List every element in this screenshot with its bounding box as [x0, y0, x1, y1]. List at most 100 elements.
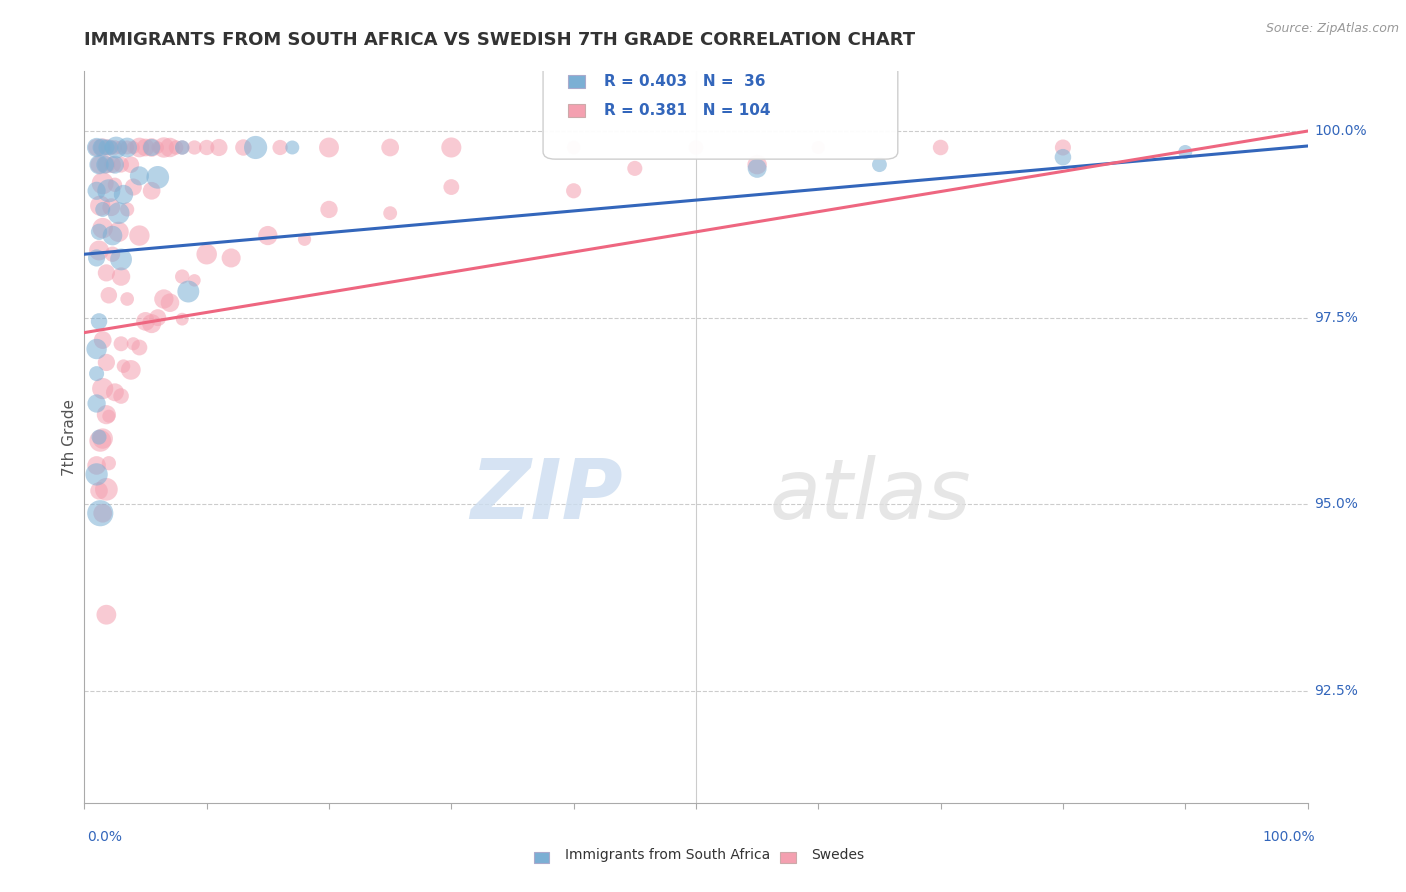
Point	[96, 355, 118, 369]
Point	[87, 158, 110, 172]
Point	[91, 202, 114, 217]
Point	[562, 140, 585, 154]
Text: R = 0.403   N =  36: R = 0.403 N = 36	[605, 74, 766, 89]
Point	[110, 158, 132, 172]
Point	[747, 158, 769, 172]
Point	[141, 184, 163, 198]
Text: 100.0%: 100.0%	[1263, 830, 1315, 844]
Point	[112, 187, 135, 202]
Point	[172, 140, 194, 154]
Point	[869, 158, 891, 172]
Point	[107, 206, 129, 220]
Point	[86, 396, 108, 410]
Point	[195, 247, 218, 261]
Text: Swedes: Swedes	[811, 847, 865, 862]
Point	[87, 430, 110, 444]
Point	[86, 467, 108, 482]
Point	[90, 140, 112, 154]
Point	[807, 140, 830, 154]
FancyBboxPatch shape	[543, 61, 898, 159]
Point	[110, 252, 132, 267]
Point	[135, 314, 157, 328]
Point	[183, 273, 205, 287]
Point	[91, 177, 114, 191]
Point	[97, 288, 120, 302]
Point	[159, 295, 181, 310]
Point	[128, 169, 150, 183]
Point	[104, 178, 127, 192]
Point	[86, 367, 108, 381]
Point	[128, 228, 150, 243]
Point	[440, 140, 463, 154]
Point	[91, 221, 114, 235]
Point	[101, 228, 124, 243]
Point	[96, 158, 118, 172]
Point	[96, 408, 118, 422]
Text: Source: ZipAtlas.com: Source: ZipAtlas.com	[1265, 22, 1399, 36]
Point	[153, 292, 176, 306]
Y-axis label: 7th Grade: 7th Grade	[62, 399, 77, 475]
Point	[624, 161, 647, 176]
Text: 95.0%: 95.0%	[1315, 497, 1358, 511]
Point	[89, 434, 111, 448]
Point	[97, 140, 120, 154]
Point	[122, 180, 145, 194]
Point	[110, 140, 132, 154]
Point	[100, 200, 122, 214]
Point	[86, 458, 108, 473]
Point	[104, 140, 127, 154]
Text: Immigrants from South Africa: Immigrants from South Africa	[565, 847, 770, 862]
Point	[110, 336, 132, 351]
Point	[380, 140, 402, 154]
Point	[97, 409, 120, 424]
Point	[91, 333, 114, 347]
Text: atlas: atlas	[769, 455, 972, 536]
Point	[172, 269, 194, 284]
Point	[101, 247, 124, 261]
Point	[105, 140, 128, 154]
Point	[146, 170, 169, 185]
Point	[112, 359, 135, 374]
Point	[87, 225, 110, 239]
Point	[318, 202, 340, 217]
Point	[685, 140, 707, 154]
Point	[380, 206, 402, 220]
Point	[87, 314, 110, 328]
Point	[122, 140, 145, 154]
Point	[146, 310, 169, 325]
Point	[281, 140, 304, 154]
Point	[219, 251, 242, 265]
Point	[318, 140, 340, 154]
Point	[153, 140, 176, 154]
Point	[294, 232, 316, 246]
Point	[159, 140, 181, 154]
Point	[562, 184, 585, 198]
Point	[128, 140, 150, 154]
FancyBboxPatch shape	[568, 104, 585, 118]
Point	[97, 184, 120, 198]
Point	[104, 385, 127, 400]
Point	[128, 341, 150, 355]
Point	[257, 228, 280, 243]
Text: 97.5%: 97.5%	[1315, 310, 1358, 325]
FancyBboxPatch shape	[568, 75, 585, 88]
Point	[110, 389, 132, 403]
Point	[232, 140, 254, 154]
Point	[107, 225, 129, 239]
Point	[141, 140, 163, 154]
Point	[747, 161, 769, 176]
Point	[115, 140, 138, 154]
Point	[177, 285, 200, 299]
Point	[86, 342, 108, 356]
Point	[122, 336, 145, 351]
Text: IMMIGRANTS FROM SOUTH AFRICA VS SWEDISH 7TH GRADE CORRELATION CHART: IMMIGRANTS FROM SOUTH AFRICA VS SWEDISH …	[84, 31, 915, 49]
Point	[165, 140, 187, 154]
Point	[172, 140, 194, 154]
Point	[96, 607, 118, 622]
Point	[141, 140, 163, 154]
Point	[91, 382, 114, 396]
Point	[195, 140, 218, 154]
Point	[929, 140, 952, 154]
Text: 100.0%: 100.0%	[1315, 124, 1367, 138]
Point	[183, 140, 205, 154]
